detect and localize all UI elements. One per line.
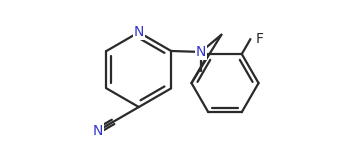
Text: N: N xyxy=(93,124,103,138)
Text: N: N xyxy=(134,25,144,39)
Text: N: N xyxy=(196,45,206,59)
Text: F: F xyxy=(255,32,263,46)
